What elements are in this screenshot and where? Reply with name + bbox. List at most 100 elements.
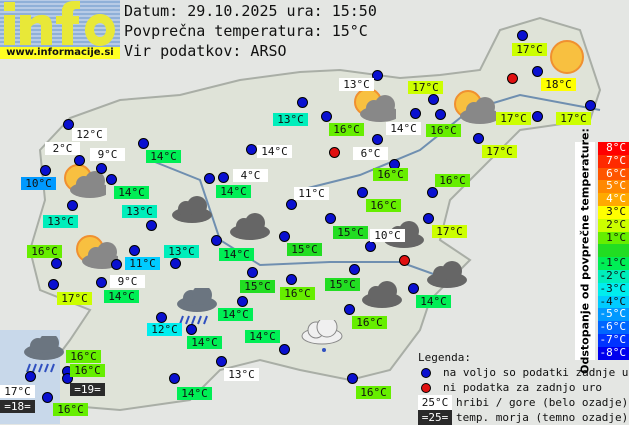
station-dot[interactable] (62, 373, 73, 384)
station-dot[interactable] (372, 70, 383, 81)
station-temperature-label: 12°C (147, 323, 182, 336)
scale-step: 6°C (598, 167, 629, 181)
station-temperature-label: 11°C (294, 187, 329, 200)
scale-step: 7°C (598, 154, 629, 168)
legend-sea-row: =25= temp. morja (temno ozadje) (418, 410, 629, 425)
station-dot[interactable] (51, 258, 62, 269)
station-dot[interactable] (247, 267, 258, 278)
station-dot[interactable] (25, 371, 36, 382)
station-dot[interactable] (216, 356, 227, 367)
station-temperature-label: 6°C (353, 147, 388, 160)
legend-blue-text: na voljo so podatki zadnje ure (443, 366, 629, 379)
station-temperature-label: 10°C (21, 177, 56, 190)
station-dot[interactable] (106, 174, 117, 185)
station-dot[interactable] (218, 172, 229, 183)
legend-mountain-row: 25°C hribi / gore (belo ozadje) (418, 395, 629, 410)
station-dot[interactable] (67, 200, 78, 211)
station-dot[interactable] (138, 138, 149, 149)
date-line: Datum: 29.10.2025 ura: 15:50 (124, 2, 377, 20)
station-dot[interactable] (146, 220, 157, 231)
legend-sea-text: temp. morja (temno ozadje) (456, 411, 629, 424)
station-temperature-label: 16°C (27, 245, 62, 258)
station-temperature-label: 9°C (90, 148, 125, 161)
station-dot[interactable] (347, 373, 358, 384)
sea-sample: =25= (418, 410, 452, 425)
station-dot[interactable] (237, 296, 248, 307)
station-dot[interactable] (532, 111, 543, 122)
station-temperature-label: 16°C (280, 287, 315, 300)
station-dot[interactable] (435, 109, 446, 120)
mountain-sample: 25°C (418, 395, 452, 410)
station-dot[interactable] (410, 108, 421, 119)
sun-cloud-icon (60, 162, 110, 206)
station-temperature-label: 16°C (366, 199, 401, 212)
station-temperature-label: 17°C (0, 385, 35, 398)
station-temperature-label: 14°C (386, 122, 421, 135)
station-dot[interactable] (357, 187, 368, 198)
station-dot[interactable] (372, 134, 383, 145)
station-dot[interactable] (211, 235, 222, 246)
station-dot[interactable] (427, 187, 438, 198)
station-temperature-label: 16°C (426, 124, 461, 137)
station-dot[interactable] (40, 165, 51, 176)
station-temperature-label: 14°C (219, 248, 254, 261)
station-dot[interactable] (297, 97, 308, 108)
station-dot[interactable] (96, 163, 107, 174)
station-dot[interactable] (286, 274, 297, 285)
station-dot[interactable] (170, 258, 181, 269)
station-dot[interactable] (286, 199, 297, 210)
scale-title: Odstopanje od povprečne temperature: (578, 128, 592, 374)
station-dot[interactable] (111, 259, 122, 270)
station-dot[interactable] (204, 173, 215, 184)
station-dot[interactable] (585, 100, 596, 111)
station-dot[interactable] (423, 213, 434, 224)
station-dot-no-data[interactable] (329, 147, 340, 158)
station-dot[interactable] (246, 144, 257, 155)
station-dot[interactable] (517, 30, 528, 41)
station-dot[interactable] (63, 119, 74, 130)
station-dot-no-data[interactable] (507, 73, 518, 84)
station-temperature-label: 2°C (45, 142, 80, 155)
sun-icon (548, 38, 594, 82)
scale-step: 1°C (598, 231, 629, 245)
station-dot[interactable] (156, 312, 167, 323)
station-dot[interactable] (473, 133, 484, 144)
station-temperature-label: 17°C (482, 145, 517, 158)
station-temperature-label: 16°C (373, 168, 408, 181)
station-dot[interactable] (42, 392, 53, 403)
legend: Legenda: na voljo so podatki zadnje ure … (418, 350, 629, 425)
station-dot[interactable] (344, 304, 355, 315)
station-temperature-label: 16°C (66, 350, 101, 363)
average-temperature-line: Povprečna temperatura: 15°C (124, 22, 368, 40)
station-dot[interactable] (96, 277, 107, 288)
station-dot[interactable] (279, 231, 290, 242)
station-temperature-label: 14°C (114, 186, 149, 199)
station-dot[interactable] (365, 241, 376, 252)
station-dot[interactable] (532, 66, 543, 77)
cloud-icon (228, 212, 274, 256)
station-dot[interactable] (408, 283, 419, 294)
station-dot[interactable] (279, 344, 290, 355)
station-dot[interactable] (428, 94, 439, 105)
scale-step: -6°C (598, 320, 629, 334)
station-temperature-label: 13°C (273, 113, 308, 126)
logo[interactable]: www.informacije.si (0, 0, 120, 59)
station-temperature-label: =19= (70, 383, 105, 396)
station-temperature-label: 15°C (287, 243, 322, 256)
station-temperature-label: 9°C (110, 275, 145, 288)
station-temperature-label: 13°C (339, 78, 374, 91)
station-dot[interactable] (48, 279, 59, 290)
logo-url[interactable]: www.informacije.si (0, 47, 120, 59)
scale-step: -7°C (598, 333, 629, 347)
rain-cloud-icon (175, 285, 221, 332)
scale-step: -3°C (598, 282, 629, 296)
station-dot[interactable] (321, 111, 332, 122)
station-dot[interactable] (74, 155, 85, 166)
station-dot[interactable] (129, 245, 140, 256)
station-dot[interactable] (349, 264, 360, 275)
station-dot[interactable] (325, 213, 336, 224)
station-dot[interactable] (186, 324, 197, 335)
station-dot-no-data[interactable] (399, 255, 410, 266)
station-temperature-label: 10°C (370, 229, 405, 242)
station-dot[interactable] (169, 373, 180, 384)
